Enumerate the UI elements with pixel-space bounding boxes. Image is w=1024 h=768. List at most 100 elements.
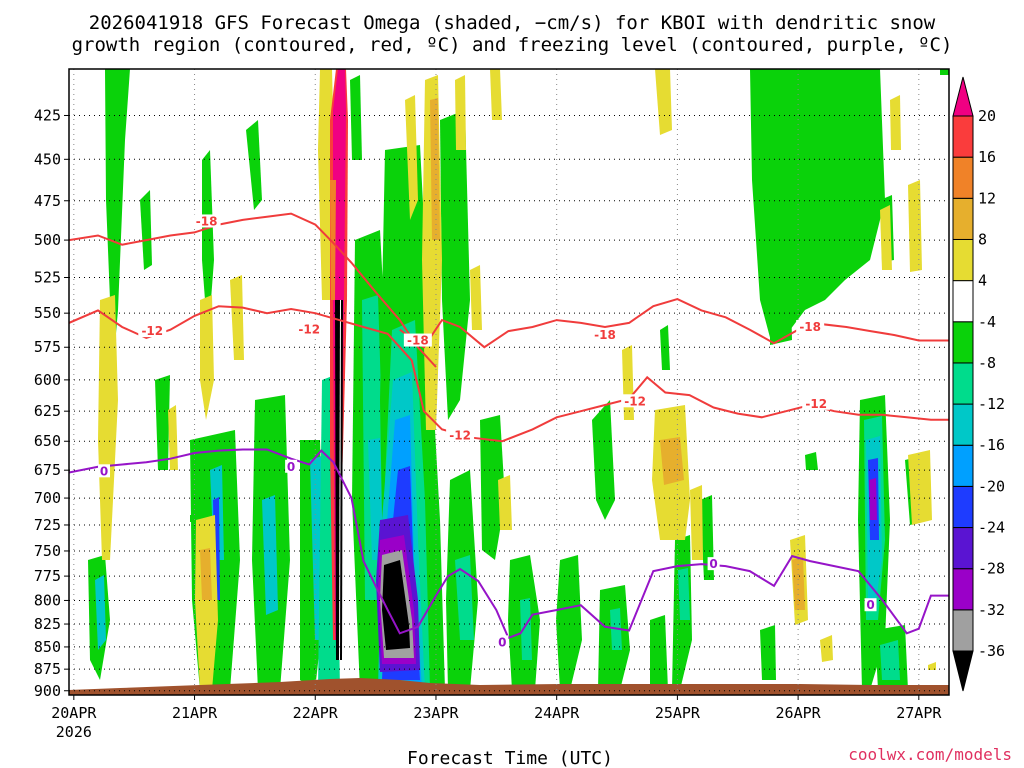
grid [69,69,949,695]
y-tick-label: 500 [34,231,61,249]
contour-label-bg [796,319,825,333]
contour-line [69,212,437,368]
colorbar-label: -8 [978,354,996,372]
colorbar-bin [952,444,974,487]
contour-label: -12 [805,397,827,411]
y-tick-label: 575 [34,338,61,356]
contour-label-bg [192,214,221,228]
colorbar-label: -36 [978,642,1005,660]
colorbar-label: -32 [978,601,1005,619]
contour-line [399,298,949,349]
x-tick-label: 21APR [172,704,218,722]
plot-area: -18 -12 -12 -12 -12 -12 -18 -18 -18 0 0 0 0 0 [69,69,949,695]
contours: -18 -12 -12 -12 -12 -12 -18 -18 -18 0 0 0 0 0 [69,212,949,649]
y-tick-label: 875 [34,660,61,678]
contour-label-bg [621,394,650,408]
colorbar-bin [952,321,974,364]
colorbar: 20 16 12 8 4 -4 -8 -12 -16 -20 -24 -28 -32 -36 [952,76,1005,692]
x-axis-label: Forecast Time (UTC) [407,748,613,768]
y-tick-label: 600 [34,371,61,389]
colorbar-bin [952,527,974,570]
omega-shading [88,69,949,690]
y-tick-label: 675 [34,461,61,479]
contour-label: -12 [141,324,163,338]
y-tick-label: 725 [34,516,61,534]
colorbar-label: 12 [978,189,996,207]
contour-label-bg [138,324,167,338]
y-tick-label: 425 [34,106,61,124]
contour-line [69,448,949,640]
contour-label: -18 [799,320,821,334]
plot-frame [68,68,950,696]
chart-title-line1: 2026041918 GFS Forecast Omega (shaded, −… [89,12,936,34]
contour-label-bg [403,333,432,347]
colorbar-label: -16 [978,436,1005,454]
contour-label-bg [98,464,111,478]
colorbar-label: 4 [978,272,987,290]
x-year-label: 2026 [56,723,92,741]
contour-label: 0 [100,464,108,478]
y-tick-label: 625 [34,402,61,420]
colorbar-bin [952,280,974,323]
contour-label: 0 [287,460,295,474]
y-tick-label: 475 [34,192,61,210]
contour-label-bg [864,598,877,612]
chart-title-line2: growth region (contoured, red, ºC) and f… [72,34,953,56]
contour-label-bg [802,396,831,410]
x-axis: 20APR 21APR 22APR 23APR 24APR 25APR 26APR 27APR… [51,695,942,741]
colorbar-bin [952,115,974,158]
colorbar-label: -28 [978,560,1005,578]
colorbar-bin [952,609,974,652]
colorbar-bin [952,485,974,529]
x-tick-label: 27APR [896,704,942,722]
y-tick-label: 800 [34,591,61,609]
y-tick-label: 700 [34,489,61,507]
y-tick-label: 525 [34,268,61,286]
colorbar-label: 20 [978,107,996,125]
colorbar-bin [952,568,974,611]
contour-label: 0 [498,635,506,649]
colorbar-label: -20 [978,477,1005,495]
colorbar-label: -24 [978,519,1005,537]
credit-link[interactable]: coolwx.com/models [848,745,1012,764]
colorbar-label: 16 [978,148,996,166]
x-tick-label: 23APR [413,704,459,722]
contour-label: -18 [407,334,429,348]
contour-label: -18 [594,328,616,342]
colorbar-bin [952,403,974,446]
y-tick-label: 750 [34,542,61,560]
y-tick-label: 850 [34,638,61,656]
y-axis: 425 450 475 500 525 550 575 600 625 650 675 700 725 7… [34,106,69,700]
y-tick-label: 450 [34,150,61,168]
contour-label-bg [295,322,324,336]
y-tick-label: 825 [34,615,61,633]
contour-label: -12 [449,428,471,442]
y-tick-label: 775 [34,567,61,585]
colorbar-bin [952,156,974,199]
contour-label: -18 [196,214,218,228]
colorbar-bin [952,197,974,240]
y-tick-label: 550 [34,304,61,322]
x-tick-label: 22APR [293,704,339,722]
contour-label: 0 [709,557,717,571]
contour-label-bg [590,328,619,342]
contour-label-bg [285,459,298,473]
colorbar-label: 8 [978,230,987,248]
y-tick-label: 650 [34,432,61,450]
contour-label-bg [707,557,720,571]
x-tick-label: 24APR [534,704,580,722]
x-tick-label: 20APR [51,704,97,722]
colorbar-label: -4 [978,313,996,331]
y-tick-label: 900 [34,682,61,700]
contour-label-bg [496,635,509,649]
contour-label-bg [446,428,475,442]
contour-label: 0 [866,598,874,612]
colorbar-label: -12 [978,395,1005,413]
contour-label: -12 [298,323,320,337]
contour-label: -12 [624,394,646,408]
colorbar-bin [952,362,974,405]
colorbar-bin [952,238,974,282]
x-tick-label: 26APR [776,704,822,722]
x-tick-label: 25APR [655,704,701,722]
